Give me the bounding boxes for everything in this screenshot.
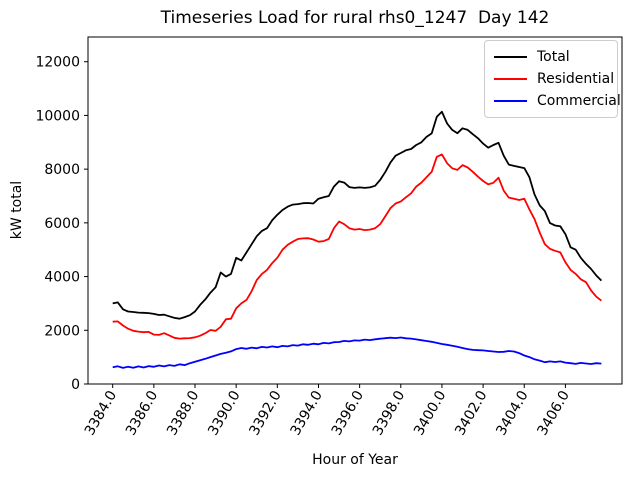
x-tick-label: 3400.0 [411,388,449,438]
legend-item-commercial: Commercial [494,90,621,112]
y-tick-label: 4000 [44,270,80,286]
x-tick-label: 3388.0 [164,388,202,438]
series-line-total [112,110,603,320]
x-tick-label: 3394.0 [288,388,326,438]
x-tick-label: 3398.0 [370,388,408,438]
y-tick-label: 6000 [44,216,80,232]
y-tick-label: 2000 [44,323,80,339]
x-tick-label: 3392.0 [246,388,284,438]
legend-label-commercial: Commercial [537,93,621,109]
y-tick-label: 12000 [35,55,80,71]
series-line-residential [112,153,602,340]
legend-label-total: Total [537,49,570,65]
legend: Total Residential Commercial [484,40,621,118]
series-line-commercial [112,336,602,369]
y-tick-label: 10000 [35,108,80,124]
y-tick-label: 0 [71,377,80,393]
legend-line-sample-residential [494,78,527,80]
x-tick-label: 3404.0 [493,388,531,438]
legend-line-sample-commercial [494,100,527,102]
legend-item-total: Total [494,46,617,68]
x-tick-label: 3406.0 [535,388,573,438]
chart-title: Timeseries Load for rural rhs0_1247 Day … [160,8,550,28]
x-tick-label: 3386.0 [123,388,161,438]
plot-border [87,36,623,385]
x-tick-label: 3390.0 [205,388,243,438]
x-axis-label: Hour of Year [312,452,398,468]
legend-item-residential: Residential [494,68,617,90]
x-tick-label: 3396.0 [329,388,367,438]
legend-line-sample-total [494,56,527,58]
y-tick-label: 8000 [44,162,80,178]
legend-label-residential: Residential [537,71,615,87]
x-tick-label: 3384.0 [82,388,120,438]
x-tick-label: 3402.0 [452,388,490,438]
